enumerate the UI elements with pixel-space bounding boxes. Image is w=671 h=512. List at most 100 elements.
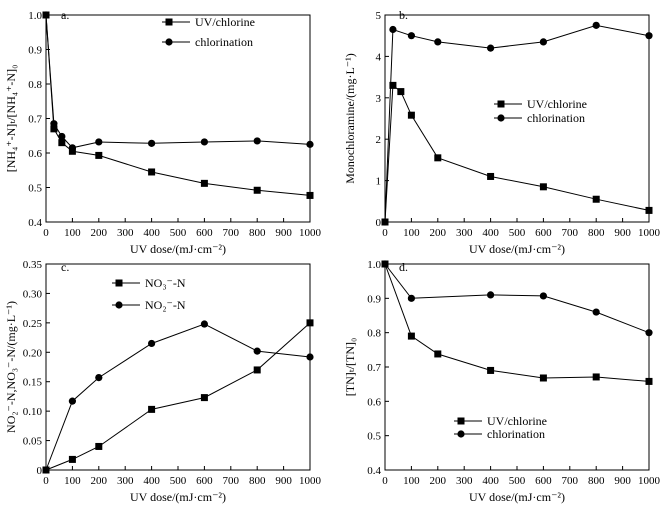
data-point-square [306, 319, 314, 327]
data-point-circle [306, 353, 314, 361]
x-tick-label: 400 [143, 227, 160, 239]
x-tick-label: 100 [403, 475, 420, 487]
data-point-circle [200, 320, 208, 328]
legend-marker-square [115, 279, 123, 287]
plot-frame [45, 263, 311, 471]
x-tick-label: 100 [64, 227, 81, 239]
data-point-circle [487, 291, 495, 299]
data-point-circle [253, 137, 261, 145]
y-tick-label: 2 [376, 134, 382, 146]
data-point-circle [68, 397, 76, 405]
x-tick-label: 900 [614, 475, 631, 487]
x-tick-label: 500 [170, 475, 187, 487]
legend-label: NO₂⁻-N [145, 298, 186, 312]
y-tick-label: 0.5 [367, 431, 381, 443]
x-tick-label: 200 [430, 475, 447, 487]
x-tick-label: 700 [223, 227, 240, 239]
x-tick-label: 800 [249, 475, 266, 487]
panel-b: 0 100 200 300 400 500 600 700 800 900 1000 0 1 2 3 4 5 UV… [343, 8, 661, 256]
data-point-square [50, 125, 58, 133]
legend-marker-square [165, 18, 173, 26]
panel-label: c. [61, 260, 69, 274]
data-point-square [645, 206, 653, 214]
data-point-circle [148, 339, 156, 348]
series-line-square [384, 84, 650, 223]
data-point-square [68, 455, 76, 463]
legend-marker-circle [497, 114, 505, 122]
x-axis-label: UV dose/(mJ·cm⁻²) [469, 490, 565, 504]
data-point-circle [487, 44, 495, 52]
series-line-circle [384, 263, 650, 334]
x-tick-label: 600 [196, 227, 213, 239]
y-tick-label: 0.6 [367, 396, 381, 408]
x-tick-label: 200 [91, 475, 108, 487]
data-point-circle [539, 38, 548, 46]
data-point-circle [95, 373, 103, 382]
data-point-square [487, 366, 495, 374]
x-tick-label: 500 [170, 227, 187, 239]
series-line-square [45, 322, 311, 471]
x-tick-label: 400 [482, 475, 499, 487]
y-tick-label: 0.4 [367, 465, 381, 477]
x-tick-label: 800 [588, 227, 605, 239]
legend-marker-square [497, 100, 505, 108]
data-point-circle [539, 292, 548, 300]
x-tick-label: 1000 [638, 227, 661, 239]
y-tick-label: 0.4 [28, 217, 42, 229]
x-tick-label: 900 [275, 475, 292, 487]
data-point-square [200, 394, 208, 402]
x-tick-label: 200 [91, 227, 108, 239]
x-tick-label: 0 [43, 227, 49, 239]
y-tick-label: 0.05 [23, 436, 43, 448]
data-point-circle [407, 32, 415, 40]
data-point-circle [148, 139, 156, 147]
legend-marker-circle [115, 301, 123, 309]
panel-label: a. [61, 8, 69, 22]
data-point-square [200, 179, 208, 187]
series-line-circle [45, 14, 311, 149]
data-point-square [253, 186, 261, 194]
data-point-square [253, 366, 261, 374]
y-tick-label: 3 [376, 93, 382, 105]
x-tick-label: 1000 [638, 475, 661, 487]
x-tick-label: 300 [117, 227, 134, 239]
legend-label: chlorination [195, 35, 253, 49]
x-tick-label: 100 [64, 475, 81, 487]
panel-d: 0 100 200 300 400 500 600 700 800 900 1000 0.4 0.5 0.… [343, 259, 661, 504]
data-point-circle [42, 466, 50, 474]
data-point-square [592, 195, 600, 203]
data-point-circle [381, 218, 389, 226]
panel-a: 0 100 200 300 400 500 600 700 800 900 1000 0.4 0.5 0.… [4, 8, 322, 256]
x-tick-label: 900 [275, 227, 292, 239]
y-tick-label: 0.7 [28, 114, 42, 126]
x-tick-label: 400 [482, 227, 499, 239]
x-tick-label: 500 [509, 227, 526, 239]
x-tick-label: 700 [562, 475, 579, 487]
x-tick-label: 900 [614, 227, 631, 239]
data-point-circle [68, 144, 76, 152]
data-point-circle [200, 138, 208, 146]
legend-label: UV/chlorine [195, 15, 255, 29]
y-axis-label: [TN]ₜ/[TN]₀ [343, 338, 357, 396]
data-point-circle [95, 138, 103, 146]
x-axis-label: UV dose/(mJ·cm⁻²) [469, 242, 565, 256]
data-point-square [434, 154, 442, 162]
y-tick-label: 0.20 [23, 347, 43, 359]
data-point-square [58, 139, 66, 147]
series-line-square [384, 263, 650, 382]
y-axis-label: NO₂⁻-N,NO₃⁻-N/(mg·L⁻¹) [4, 301, 18, 433]
y-tick-label: 0.15 [23, 377, 43, 389]
plot-frame [45, 14, 311, 223]
legend-label: UV/chlorine [527, 97, 587, 111]
x-tick-label: 0 [382, 475, 388, 487]
y-tick-label: 0 [376, 217, 382, 229]
x-tick-label: 600 [535, 475, 552, 487]
x-axis-label: UV dose/(mJ·cm⁻²) [130, 490, 226, 504]
legend-label: chlorination [527, 111, 585, 125]
data-point-square [306, 191, 314, 199]
x-tick-label: 300 [456, 227, 473, 239]
x-tick-label: 700 [223, 475, 240, 487]
legend-marker-circle [165, 38, 173, 46]
data-point-circle [407, 294, 415, 302]
x-tick-label: 600 [196, 475, 213, 487]
